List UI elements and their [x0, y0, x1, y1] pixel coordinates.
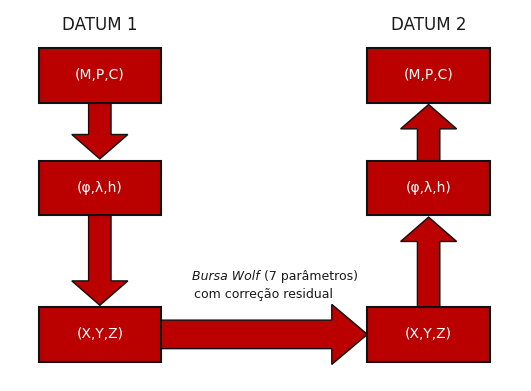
- Polygon shape: [72, 215, 128, 305]
- FancyBboxPatch shape: [367, 161, 490, 215]
- FancyBboxPatch shape: [39, 307, 161, 362]
- Text: DATUM 2: DATUM 2: [391, 16, 466, 34]
- Text: com correção residual: com correção residual: [194, 289, 333, 301]
- FancyBboxPatch shape: [39, 161, 161, 215]
- Text: Bursa Wolf: Bursa Wolf: [192, 270, 264, 283]
- Polygon shape: [72, 102, 128, 159]
- FancyBboxPatch shape: [367, 48, 490, 102]
- Polygon shape: [400, 104, 457, 161]
- Text: (φ,λ,h): (φ,λ,h): [406, 181, 451, 195]
- Text: (M,P,C): (M,P,C): [75, 68, 125, 83]
- Polygon shape: [400, 217, 457, 307]
- FancyBboxPatch shape: [367, 307, 490, 362]
- Text: (φ,λ,h): (φ,λ,h): [77, 181, 123, 195]
- Polygon shape: [161, 304, 367, 364]
- Text: (M,P,C): (M,P,C): [404, 68, 453, 83]
- Text: (X,Y,Z): (X,Y,Z): [76, 327, 123, 341]
- Text: (X,Y,Z): (X,Y,Z): [405, 327, 452, 341]
- Text: DATUM 1: DATUM 1: [62, 16, 138, 34]
- Text: (7 parâmetros): (7 parâmetros): [264, 270, 358, 283]
- FancyBboxPatch shape: [39, 48, 161, 102]
